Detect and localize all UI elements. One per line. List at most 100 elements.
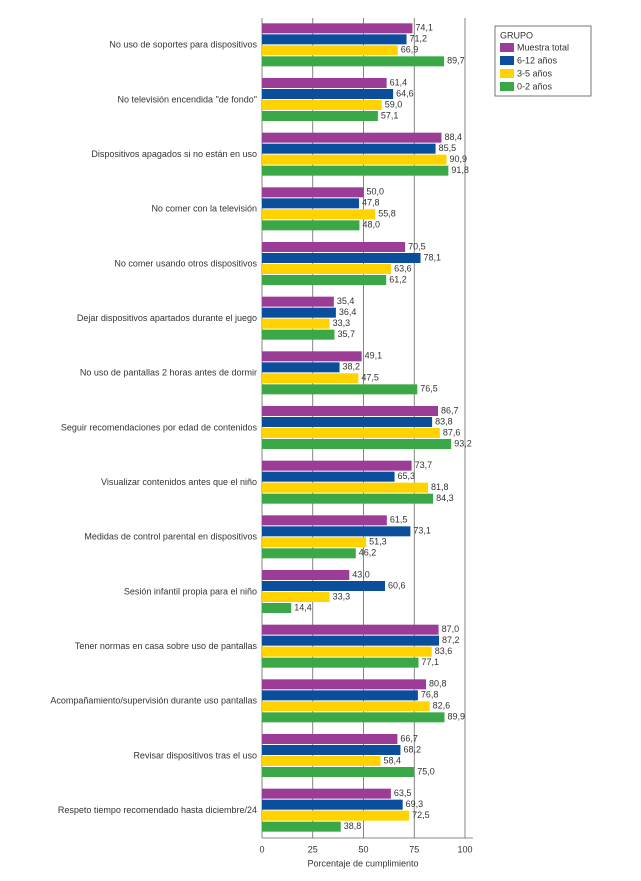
category-label: No comer usando otros dispositivos <box>114 258 257 268</box>
bar <box>262 548 356 559</box>
category-label: Medidas de control parental en dispositi… <box>84 532 257 542</box>
bar <box>262 679 427 690</box>
legend-label: 3-5 años <box>517 68 553 78</box>
value-label: 77,1 <box>422 657 440 667</box>
value-label: 91,8 <box>451 165 469 175</box>
value-label: 83,6 <box>435 646 453 656</box>
bar <box>262 756 381 766</box>
bar <box>262 132 442 143</box>
value-label: 87,2 <box>442 635 460 645</box>
bar <box>262 482 429 493</box>
value-label: 63,6 <box>394 263 412 273</box>
bar <box>262 581 386 591</box>
value-label: 48,0 <box>362 220 380 230</box>
bar <box>262 810 410 821</box>
bar <box>262 154 447 165</box>
bar <box>262 526 411 537</box>
value-label: 87,6 <box>443 427 461 437</box>
value-label: 33,3 <box>333 591 351 601</box>
value-label: 84,3 <box>436 493 454 503</box>
value-label: 50,0 <box>367 187 385 197</box>
bar <box>262 460 412 471</box>
bar <box>262 242 406 252</box>
bar <box>262 624 439 635</box>
bar <box>262 198 360 209</box>
bar <box>262 515 387 526</box>
value-label: 93,2 <box>454 438 472 448</box>
value-label: 61,4 <box>390 77 408 87</box>
legend-label: 6-12 años <box>517 55 558 65</box>
category-label: Tener normas en casa sobre uso de pantal… <box>75 641 258 651</box>
value-label: 81,8 <box>431 482 449 492</box>
bar <box>262 592 330 602</box>
value-label: 66,7 <box>400 733 418 743</box>
x-tick-label: 100 <box>457 844 472 854</box>
legend-swatch <box>500 56 514 65</box>
bar <box>262 318 330 329</box>
value-label: 64,6 <box>396 88 414 98</box>
category-label: Dispositivos apagados si no están en uso <box>91 149 257 159</box>
bar <box>262 537 367 548</box>
bar <box>262 45 398 56</box>
x-axis-label: Porcentaje de cumplimiento <box>307 858 418 868</box>
bar <box>262 56 445 67</box>
x-tick-label: 75 <box>409 844 419 854</box>
category-label: No uso de soportes para dispositivos <box>109 40 257 50</box>
value-label: 76,8 <box>421 690 439 700</box>
value-label: 33,3 <box>333 318 351 328</box>
value-label: 51,3 <box>369 537 387 547</box>
value-label: 82,6 <box>433 701 451 711</box>
category-label: Sesión infantil propia para el niño <box>124 586 257 596</box>
bar <box>262 307 336 318</box>
legend-label: Muestra total <box>517 42 569 52</box>
category-label: Visualizar contenidos antes que el niño <box>101 477 257 487</box>
bar <box>262 734 398 744</box>
bar <box>262 34 407 45</box>
bar <box>262 253 421 263</box>
value-label: 61,2 <box>389 274 407 284</box>
bar <box>262 100 382 110</box>
bar <box>262 657 419 668</box>
bar <box>262 111 378 121</box>
bar <box>262 165 449 176</box>
bar <box>262 428 440 438</box>
value-label: 88,4 <box>444 132 462 142</box>
bar <box>262 373 359 384</box>
bar <box>262 362 340 373</box>
value-label: 80,8 <box>429 679 447 689</box>
bar <box>262 78 387 88</box>
category-label: No comer con la televisión <box>151 204 257 214</box>
value-label: 75,0 <box>417 766 435 776</box>
value-label: 36,4 <box>339 307 357 317</box>
bar <box>262 821 341 832</box>
legend-label: 0-2 años <box>517 81 553 91</box>
bar <box>262 329 335 340</box>
legend-box <box>494 25 592 97</box>
value-label: 47,5 <box>361 373 379 383</box>
value-label: 70,5 <box>408 241 426 251</box>
bar <box>262 493 434 504</box>
value-label: 49,1 <box>365 351 383 361</box>
bar <box>262 788 391 799</box>
value-label: 69,3 <box>406 799 424 809</box>
value-label: 87,0 <box>442 624 460 634</box>
bar <box>262 143 436 154</box>
value-label: 71,2 <box>410 34 428 44</box>
bar <box>262 89 394 99</box>
bar <box>262 690 418 701</box>
value-label: 90,9 <box>450 154 468 164</box>
value-label: 58,4 <box>384 755 402 765</box>
bar <box>262 187 364 198</box>
bar <box>262 635 440 646</box>
category-label: No televisión encendida "de fondo" <box>118 94 258 104</box>
value-label: 59,0 <box>385 99 403 109</box>
value-label: 60,6 <box>388 580 406 590</box>
value-label: 76,5 <box>420 384 438 394</box>
bar <box>262 570 350 580</box>
value-label: 68,2 <box>403 744 421 754</box>
category-label: Seguir recomendaciones por edad de conte… <box>61 422 258 432</box>
bar <box>262 471 395 482</box>
bar <box>262 767 415 777</box>
bar <box>262 406 439 416</box>
value-label: 14,4 <box>294 602 312 612</box>
